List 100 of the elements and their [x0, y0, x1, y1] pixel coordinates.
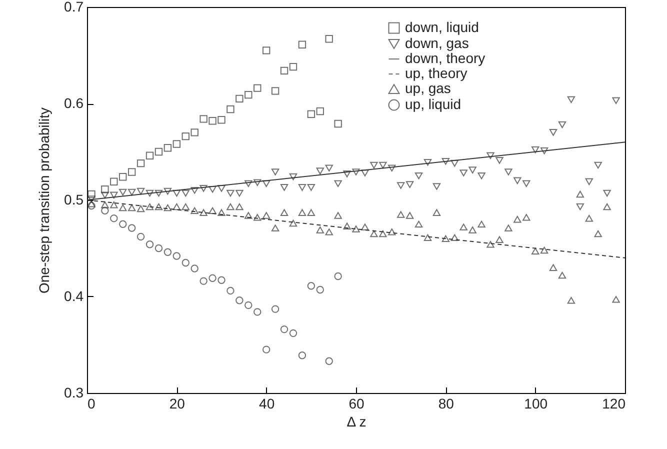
point	[218, 276, 226, 284]
point	[486, 240, 494, 248]
point	[514, 177, 522, 184]
point	[298, 209, 306, 216]
point	[576, 203, 584, 210]
point	[514, 216, 522, 223]
legend-label: down, theory	[405, 50, 486, 66]
point	[244, 180, 252, 187]
point	[280, 209, 288, 216]
point	[585, 214, 593, 222]
point	[172, 252, 181, 260]
point	[254, 179, 262, 186]
y-axis-title: One-step transition probability	[36, 108, 52, 294]
point	[136, 188, 145, 195]
point	[334, 212, 342, 219]
point	[146, 240, 154, 248]
point	[244, 90, 252, 99]
point	[316, 168, 324, 174]
point	[254, 84, 262, 92]
point	[343, 222, 351, 230]
point	[576, 190, 584, 198]
point	[254, 214, 262, 221]
point	[154, 244, 163, 252]
point	[218, 209, 226, 216]
point	[262, 46, 270, 54]
point	[325, 357, 333, 365]
point	[280, 184, 288, 191]
point	[396, 182, 405, 189]
point	[182, 132, 190, 140]
x-tick-label: 120	[602, 396, 626, 412]
x-tick-label: 100	[524, 396, 548, 412]
point	[110, 201, 118, 208]
point	[164, 188, 172, 195]
point	[414, 172, 423, 180]
point	[468, 166, 476, 174]
point	[388, 228, 396, 236]
x-axis-title: Δ z	[346, 414, 366, 430]
legend-label: up, gas	[405, 80, 451, 96]
point	[128, 188, 136, 196]
point	[128, 204, 136, 212]
y-tick-label: 0.4	[64, 288, 84, 304]
y-tick-label: 0.5	[64, 192, 84, 208]
point	[522, 214, 530, 221]
point	[352, 226, 360, 232]
point	[567, 296, 576, 304]
point	[307, 110, 316, 118]
point	[88, 202, 96, 210]
point	[396, 211, 405, 218]
legend-label: up, theory	[405, 65, 468, 81]
point	[325, 228, 333, 236]
point	[379, 230, 387, 238]
point	[325, 34, 333, 43]
point	[128, 224, 136, 232]
point	[531, 146, 540, 154]
point	[271, 224, 280, 232]
point	[460, 224, 468, 230]
legend-label: down, gas	[405, 35, 469, 51]
point	[226, 190, 234, 197]
point	[262, 180, 270, 187]
point	[307, 184, 316, 191]
point	[414, 220, 423, 228]
point	[190, 207, 198, 214]
point	[450, 234, 458, 242]
point	[88, 200, 96, 208]
point	[190, 128, 198, 136]
point	[236, 94, 244, 103]
point	[370, 162, 378, 169]
point	[208, 117, 216, 125]
point	[136, 159, 145, 168]
point	[236, 190, 244, 197]
point	[101, 186, 109, 194]
point	[182, 258, 190, 267]
point	[379, 162, 387, 169]
point	[558, 121, 566, 128]
y-tick-label: 0.3	[64, 384, 84, 400]
x-tick-label: 80	[438, 396, 454, 412]
point	[110, 178, 118, 186]
point	[218, 185, 226, 192]
point	[486, 152, 494, 160]
point	[406, 212, 414, 219]
point	[325, 164, 333, 172]
point	[88, 196, 96, 202]
y-tick-label: 0.6	[64, 95, 84, 111]
point	[262, 346, 270, 354]
point	[226, 105, 234, 114]
point	[432, 209, 441, 216]
point	[208, 207, 216, 214]
point	[522, 180, 530, 187]
point	[540, 246, 548, 254]
point	[468, 226, 476, 234]
point	[334, 120, 342, 128]
point	[182, 190, 190, 197]
point	[352, 168, 360, 176]
point	[612, 97, 620, 104]
point	[298, 352, 306, 360]
point	[460, 170, 468, 176]
point	[478, 220, 486, 228]
point	[289, 329, 298, 338]
point	[164, 144, 172, 152]
point	[200, 115, 208, 123]
